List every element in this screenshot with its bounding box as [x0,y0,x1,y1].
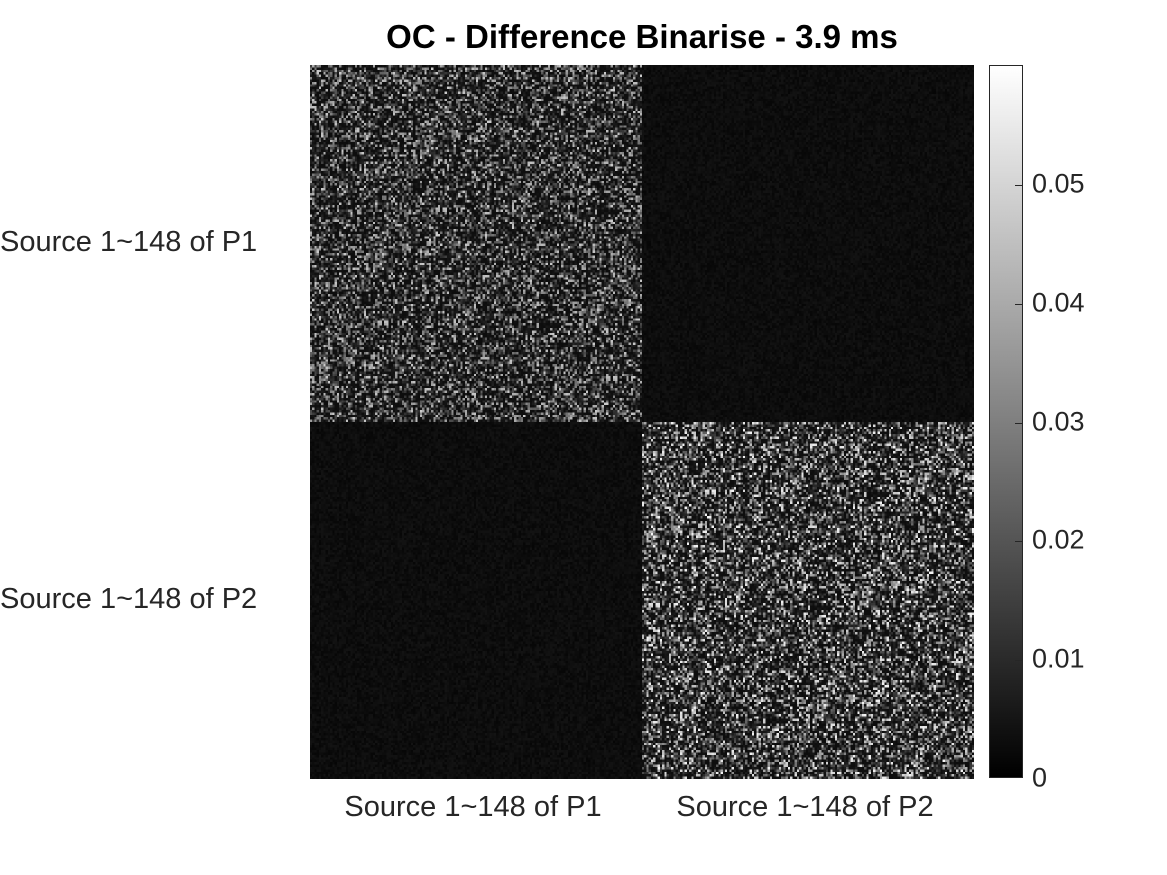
y-tick-label-p1: Source 1~148 of P1 [0,226,258,258]
colorbar-tick [1015,660,1022,662]
colorbar-tick-label: 0.05 [1032,168,1085,199]
heatmap-image [310,65,974,779]
heatmap-plot-area [310,65,974,779]
x-tick-label-p1: Source 1~148 of P1 [344,791,602,823]
colorbar-tick-label: 0.02 [1032,524,1085,555]
colorbar [989,65,1023,778]
colorbar-tick-label: 0.03 [1032,406,1085,436]
colorbar-tick-label: 0 [1032,762,1048,793]
x-tick-label-p2: Source 1~148 of P2 [676,791,934,823]
colorbar-tick [1015,303,1022,305]
colorbar-tick [1015,541,1022,543]
y-tick-label-p2: Source 1~148 of P2 [0,583,258,615]
colorbar-tick [1015,184,1022,186]
chart-title: OC - Difference Binarise - 3.9 ms [386,18,898,55]
colorbar-tick [1015,422,1022,424]
colorbar-tick-label: 0.04 [1032,287,1085,318]
colorbar-tick-label: 0.01 [1032,643,1085,674]
